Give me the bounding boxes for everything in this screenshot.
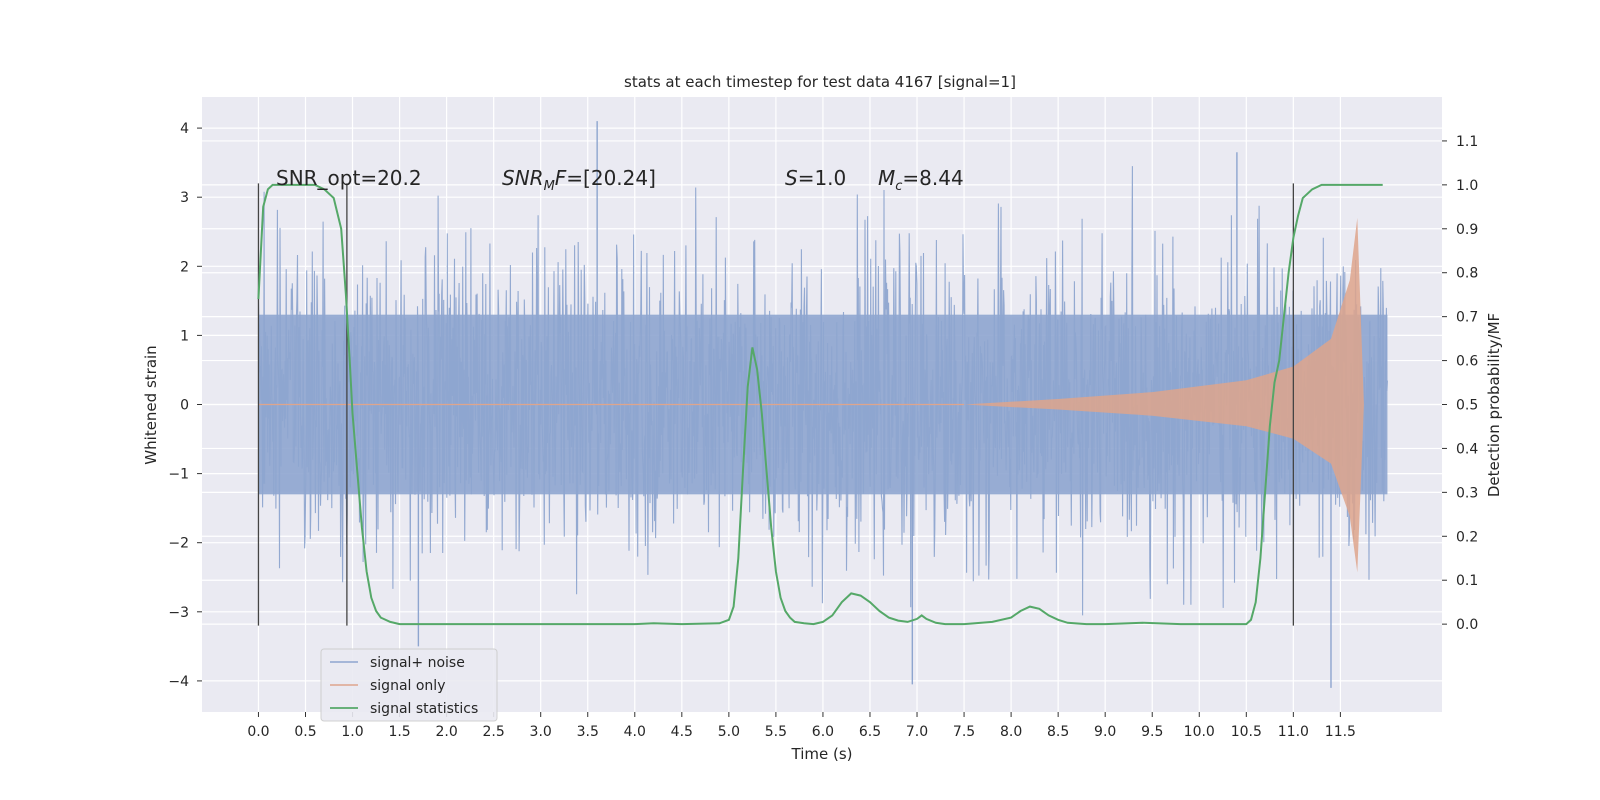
y2-axis-ticks: 0.0 0.1 0.2 0.3 0.4 0.5 0.6 0.7 0.8 0.9 1.0 1.1 [1442, 134, 1478, 633]
mc-annotation: Mc=8.44 [878, 166, 964, 194]
y2-tick-label: 1.0 [1456, 178, 1478, 194]
mc-symbol: M [878, 166, 895, 190]
x-axis-ticks: 0.0 0.5 1.0 1.5 2.0 2.5 3.0 3.5 4.0 4.5 5.0 5.5 6.0 6… [247, 712, 1356, 740]
x-tick-label: 5.0 [718, 724, 740, 740]
x-tick-label: 6.5 [859, 724, 881, 740]
y-axis-ticks: −4 −3 −2 −1 0 1 2 3 4 [168, 121, 202, 690]
x-tick-label: 3.5 [577, 724, 599, 740]
x-tick-label: 9.0 [1094, 724, 1116, 740]
y2-tick-label: 0.5 [1456, 398, 1478, 414]
y2-tick-label: 0.6 [1456, 354, 1478, 370]
y-tick-label: −3 [168, 605, 189, 621]
y2-tick-label: 0.1 [1456, 573, 1478, 589]
y-tick-label: 1 [180, 328, 189, 344]
y-tick-label: −2 [168, 536, 189, 552]
x-tick-label: 0.5 [294, 724, 316, 740]
s-value: =1.0 [798, 166, 847, 190]
annotations: SNR_opt=20.2 SNRMF=[20.24] S=1.0 Mc=8.44 [276, 166, 964, 194]
y-tick-label: 2 [180, 259, 189, 275]
y-tick-label: −1 [168, 467, 189, 483]
snr-mf-letter: F [555, 166, 567, 190]
x-axis-label: Time (s) [791, 745, 853, 763]
legend-label-signal: signal only [370, 678, 445, 694]
x-tick-label: 10.0 [1184, 724, 1215, 740]
y2-tick-label: 0.2 [1456, 529, 1478, 545]
y-tick-label: 4 [180, 121, 189, 137]
mc-subscript: c [895, 179, 902, 194]
x-tick-label: 4.5 [671, 724, 693, 740]
y2-tick-label: 0.8 [1456, 266, 1478, 282]
y2-tick-label: 1.1 [1456, 134, 1478, 150]
x-tick-label: 11.0 [1278, 724, 1309, 740]
x-tick-label: 10.5 [1231, 724, 1262, 740]
legend: signal+ noise signal only signal statist… [320, 648, 498, 722]
legend-box [320, 648, 498, 722]
y-tick-label: 3 [180, 190, 189, 206]
x-tick-label: 2.0 [435, 724, 457, 740]
legend-label-noise: signal+ noise [370, 655, 465, 671]
signal-envelope [964, 217, 1364, 573]
x-tick-label: 11.5 [1325, 724, 1356, 740]
x-tick-label: 3.0 [530, 724, 552, 740]
x-tick-label: 1.0 [341, 724, 363, 740]
mc-value: =8.44 [902, 166, 963, 190]
legend-label-stats: signal statistics [370, 701, 478, 717]
x-tick-label: 8.0 [1000, 724, 1022, 740]
x-tick-label: 2.5 [483, 724, 505, 740]
y2-tick-label: 0.9 [1456, 222, 1478, 238]
y2-tick-label: 0.0 [1456, 617, 1478, 633]
x-tick-label: 0.0 [247, 724, 269, 740]
y-tick-label: 0 [180, 398, 189, 414]
x-tick-label: 7.5 [953, 724, 975, 740]
x-tick-label: 7.0 [906, 724, 928, 740]
x-tick-label: 5.5 [765, 724, 787, 740]
snr-mf-subscript: M [544, 179, 555, 194]
snr-mf-value: =[20.24] [566, 166, 656, 190]
y-tick-label: −4 [168, 674, 189, 690]
statistics-line [257, 183, 1383, 626]
x-tick-label: 9.5 [1141, 724, 1163, 740]
snr-mf-symbol: SNR [502, 166, 544, 190]
y2-tick-label: 0.4 [1456, 441, 1478, 457]
x-tick-label: 6.0 [812, 724, 834, 740]
snr-opt-annotation: SNR_opt=20.2 [276, 166, 422, 190]
s-annotation: S=1.0 [785, 166, 846, 190]
chart-title: stats at each timestep for test data 416… [624, 73, 1016, 91]
y2-tick-label: 0.3 [1456, 485, 1478, 501]
y2-axis-label: Detection probability/MF [1485, 313, 1503, 497]
x-tick-label: 1.5 [388, 724, 410, 740]
y2-tick-label: 0.7 [1456, 310, 1478, 326]
x-tick-label: 8.5 [1047, 724, 1069, 740]
x-tick-label: 4.0 [624, 724, 646, 740]
snr-mf-annotation: SNRMF=[20.24] [502, 166, 656, 194]
vertical-markers [257, 183, 1295, 626]
s-symbol: S [785, 166, 798, 190]
signal-statistics-series [257, 183, 1383, 626]
signal-only-series [258, 217, 1364, 573]
y-axis-label: Whitened strain [142, 345, 160, 464]
